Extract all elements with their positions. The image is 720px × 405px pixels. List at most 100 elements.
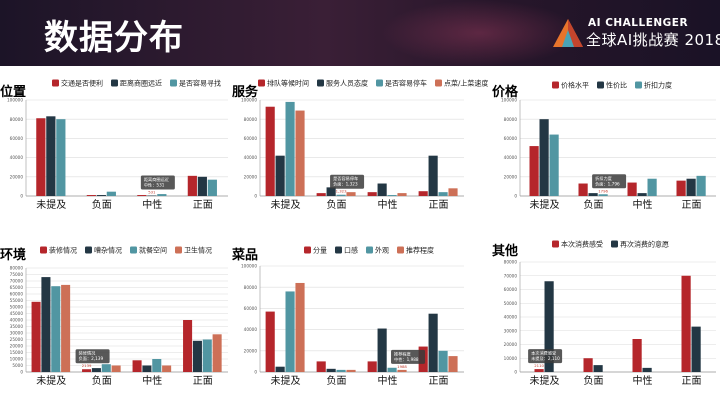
bar (627, 182, 637, 196)
y-tick-label: 0 (514, 194, 517, 199)
bar (285, 291, 295, 372)
tooltip-text: 负面：2,139 (79, 355, 104, 362)
tooltip-text: 折扣力度 (595, 175, 613, 182)
bar (46, 116, 56, 196)
y-tick-label: 40000 (504, 155, 518, 160)
point-label: 1988 (397, 364, 407, 369)
bar (207, 179, 217, 196)
legend-label: 再次消费的意愿 (620, 240, 669, 249)
bar (31, 301, 41, 372)
x-category-label: 正面 (429, 376, 449, 387)
y-tick-label: 20000 (244, 348, 258, 353)
x-category-label: 中性 (142, 374, 162, 387)
bar-chart-service: 0 20000 40000 60000 80000 100000 未提及 负面 中性 正面 排队等候… (241, 79, 488, 211)
point-label: 2110 (534, 363, 544, 368)
legend-swatch (304, 246, 311, 254)
bar (428, 313, 438, 372)
bar (598, 194, 608, 196)
x-category-label: 负面 (327, 374, 347, 387)
legend-swatch (635, 81, 642, 89)
chart-panel-environment: 环境 0 5000 10000 15000 20000 25000 30000 35000 40… (0, 238, 238, 404)
y-tick-label: 20000 (504, 174, 518, 179)
bar (41, 277, 51, 372)
x-category-label: 未提及 (530, 199, 560, 211)
bar (51, 286, 61, 372)
y-tick-label: 60000 (504, 287, 518, 292)
tooltip-text: 负面：1,796 (595, 180, 620, 187)
legend-swatch (397, 246, 404, 254)
legend-swatch (175, 246, 182, 254)
bar-chart-location: 0 20000 40000 60000 80000 100000 未提及 负面 中性 正面 交通是否… (7, 79, 228, 211)
legend-swatch (552, 81, 559, 89)
bar (275, 155, 285, 196)
bar (686, 178, 696, 196)
bar (265, 106, 275, 196)
legend-swatch (366, 246, 373, 254)
y-tick-label: 15000 (10, 350, 24, 355)
y-tick-label: 100000 (241, 98, 257, 103)
bar (285, 101, 295, 196)
bar (82, 369, 92, 372)
bar (336, 369, 346, 372)
bar (377, 183, 387, 196)
bar (377, 328, 387, 372)
legend-label: 是否容易寻找 (179, 79, 221, 88)
chart-label: 服务 (232, 85, 259, 100)
legend-label: 是否容易停车 (385, 79, 427, 88)
tooltip-text: 是否容易停车 (333, 175, 358, 182)
bar (544, 281, 554, 372)
y-tick-label: 0 (20, 194, 23, 199)
chart-panel-service: 服务 0 20000 40000 60000 80000 100000 未提及 负面 中性 正面 排… (232, 74, 488, 240)
bar (387, 367, 397, 372)
y-tick-label: 70000 (504, 273, 518, 278)
x-category-label: 正面 (682, 376, 702, 387)
y-tick-label: 100000 (7, 98, 23, 103)
bar (336, 194, 346, 196)
x-category-label: 正面 (682, 200, 702, 211)
tooltip-box (140, 175, 175, 190)
y-tick-label: 60000 (244, 306, 258, 311)
bar (578, 183, 588, 196)
point-label: 1,323 (336, 189, 347, 194)
point-label: 2139 (82, 363, 92, 368)
tooltip-box (528, 349, 563, 364)
y-tick-label: 40000 (244, 155, 258, 160)
bar (367, 361, 377, 372)
legend-swatch (40, 246, 47, 254)
bar (96, 195, 106, 196)
point-label: 1796 (598, 188, 608, 193)
y-tick-label: 40000 (10, 155, 24, 160)
bar (91, 368, 101, 372)
bar (696, 175, 706, 196)
legend-label: 嘈杂情况 (94, 246, 122, 255)
tooltip-text: 装修情况 (79, 350, 97, 357)
bar (212, 334, 222, 372)
bar (637, 193, 647, 196)
y-tick-label: 50000 (504, 301, 518, 306)
x-category-label: 正面 (193, 200, 213, 211)
x-category-label: 中性 (142, 198, 162, 211)
legend-label: 价格水平 (561, 81, 589, 90)
legend-swatch (611, 240, 618, 248)
bar (183, 320, 193, 372)
x-category-label: 未提及 (36, 375, 66, 387)
bar (142, 365, 152, 372)
tooltip-text: 中性：1,988 (394, 356, 419, 363)
y-tick-label: 100000 (241, 264, 257, 269)
x-category-label: 未提及 (271, 375, 301, 387)
legend-label: 卫生情况 (184, 246, 212, 255)
y-tick-label: 55000 (10, 298, 24, 303)
chart-panel-price: 价格 0 20000 40000 60000 80000 100000 未提及 负面 中性 正面 价… (492, 74, 720, 240)
legend-label: 就餐空间 (139, 246, 167, 255)
x-category-label: 中性 (378, 374, 398, 387)
bar (387, 195, 397, 196)
y-tick-label: 0 (254, 194, 257, 199)
y-tick-label: 10000 (10, 357, 24, 362)
y-tick-label: 65000 (10, 285, 24, 290)
slide-header: 数据分布 AI CHALLENGER 全球AI挑战赛 2018 (0, 0, 720, 66)
bar (157, 194, 167, 196)
legend-swatch (435, 79, 442, 87)
